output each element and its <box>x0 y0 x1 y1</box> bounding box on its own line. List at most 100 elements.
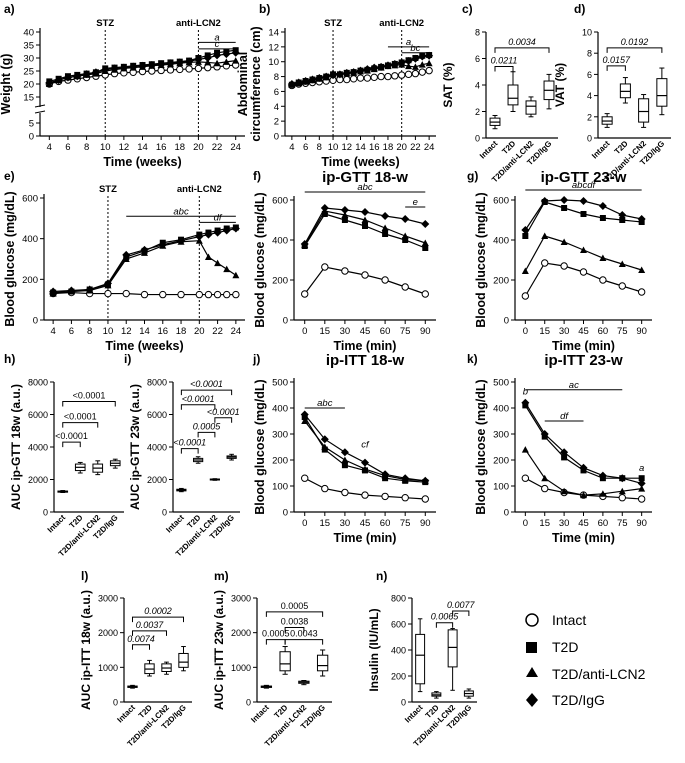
y-tick-label: 4 <box>587 91 592 101</box>
point-t2d-igg <box>383 61 392 70</box>
y-tick-label: 200 <box>493 276 509 287</box>
point-t2d-anti-lcn2 <box>580 246 587 253</box>
bracket-line <box>180 404 216 410</box>
x-tick-label: 16 <box>369 142 380 153</box>
x-tick-label: 14 <box>355 142 366 153</box>
point-t2d-igg <box>300 410 309 419</box>
significance-bracket: <0.0001 <box>180 394 216 410</box>
event-label: anti-LCN2 <box>176 18 221 29</box>
y-tick-label: 2000 <box>147 475 167 485</box>
legend-marker-triangle <box>526 667 538 677</box>
box-iqr <box>638 98 650 123</box>
y-tick-label: 400 <box>493 404 509 415</box>
bracket-line <box>284 626 305 633</box>
box-t2d <box>431 691 442 699</box>
point-intact <box>381 276 389 284</box>
significance-bracket: 0.0005 <box>265 601 324 617</box>
y-tick-label: 6000 <box>28 410 48 420</box>
x-tick-label: 90 <box>636 326 647 337</box>
bracket-line <box>180 448 199 454</box>
series-t2d-igg <box>521 398 646 488</box>
point-t2d-igg <box>521 226 530 234</box>
x-tick-label: 6 <box>65 142 70 153</box>
point-intact <box>421 290 429 298</box>
point-t2d-igg <box>158 240 167 249</box>
point-t2d-igg <box>91 68 100 77</box>
significance-label: abc <box>173 206 189 217</box>
point-intact <box>401 283 409 291</box>
y-tick-label: 6 <box>587 70 592 80</box>
panel-label: k) <box>467 352 478 366</box>
panel-label: n) <box>376 569 387 583</box>
significance-bracket: 0.0192 <box>606 37 663 53</box>
y-tick-label: 200 <box>272 276 288 287</box>
point-t2d-igg <box>361 208 369 216</box>
point-t2d-igg <box>521 398 530 407</box>
p-value-label: 0.0192 <box>621 37 649 47</box>
point-t2d-igg <box>342 68 351 77</box>
x-tick-label: 90 <box>420 518 431 529</box>
y-tick-label: 600 <box>22 194 38 205</box>
point-intact <box>363 74 372 82</box>
chart-title: ip-ITT 23-w <box>544 352 623 369</box>
y-tick-label: 500 <box>493 378 509 389</box>
bracket-line <box>494 65 514 72</box>
p-value-label: <0.0001 <box>55 431 88 441</box>
significance-bracket: 0.0074 <box>127 634 155 650</box>
p-value-label: <0.0001 <box>207 407 240 417</box>
y-tick-label: 200 <box>272 456 288 467</box>
category-label: Intact <box>478 139 500 161</box>
panel-i: i) 0 2000 4000 6000 8000 AUC ip-GTT 23w (a.u.)… <box>124 352 240 558</box>
point-t2d-anti-lcn2 <box>541 232 549 239</box>
point-t2d-anti-lcn2 <box>425 59 433 67</box>
significance-bracket: 0.0043 <box>284 629 324 645</box>
point-t2d-igg <box>82 70 91 79</box>
y-tick-label: 400 <box>493 236 509 247</box>
point-t2d <box>522 233 529 239</box>
point-intact <box>361 271 369 279</box>
point-intact <box>157 66 165 75</box>
point-t2d-igg <box>185 57 194 66</box>
bracket-line <box>494 47 550 53</box>
point-t2d-anti-lcn2 <box>232 271 240 279</box>
y-tick-label: 300 <box>493 430 509 441</box>
bracket-line <box>62 401 116 407</box>
point-intact <box>195 290 204 299</box>
box-t2d-anti-lcn2 <box>525 96 537 118</box>
point-t2d-igg <box>231 48 240 57</box>
bracket-line <box>606 65 626 71</box>
point-intact <box>361 491 369 499</box>
significance-bracket: 0.0157 <box>602 55 631 71</box>
p-value-label: 0.0005 <box>262 629 290 639</box>
point-intact <box>204 290 213 299</box>
x-tick-label: 12 <box>121 326 132 337</box>
point-intact <box>618 494 626 502</box>
p-value-label: 0.0005 <box>281 601 309 611</box>
point-t2d-igg <box>425 51 434 60</box>
legend-entry-t2d-anti-lcn2: T2D/anti-LCN2 <box>526 666 646 682</box>
bracket-line <box>62 422 99 428</box>
x-tick-label: 6 <box>303 142 308 153</box>
x-tick-label: 12 <box>119 142 130 153</box>
box-t2d-igg <box>316 649 329 677</box>
significance-label: abcdf <box>572 180 597 191</box>
bracket-line <box>435 622 454 628</box>
y-tick-label: 0 <box>283 508 288 519</box>
point-t2d-igg <box>349 68 358 77</box>
y-tick-label: 3000 <box>98 594 118 604</box>
point-t2d-igg <box>138 61 147 70</box>
significance-bracket: 0.0002 <box>132 606 184 623</box>
significance-label: e <box>413 197 418 208</box>
significance-label: abc <box>317 398 333 409</box>
point-intact <box>637 495 646 503</box>
y-axis-label: Blood glucose (mg/dL) <box>253 379 267 514</box>
box-t2d-anti-lcn2 <box>298 680 310 686</box>
x-axis-label: Time (weeks) <box>105 339 183 353</box>
point-t2d <box>382 231 389 237</box>
bracket-line <box>265 639 286 645</box>
series-intact <box>301 474 429 503</box>
significance-label: a <box>406 37 411 48</box>
point-intact <box>104 289 112 298</box>
